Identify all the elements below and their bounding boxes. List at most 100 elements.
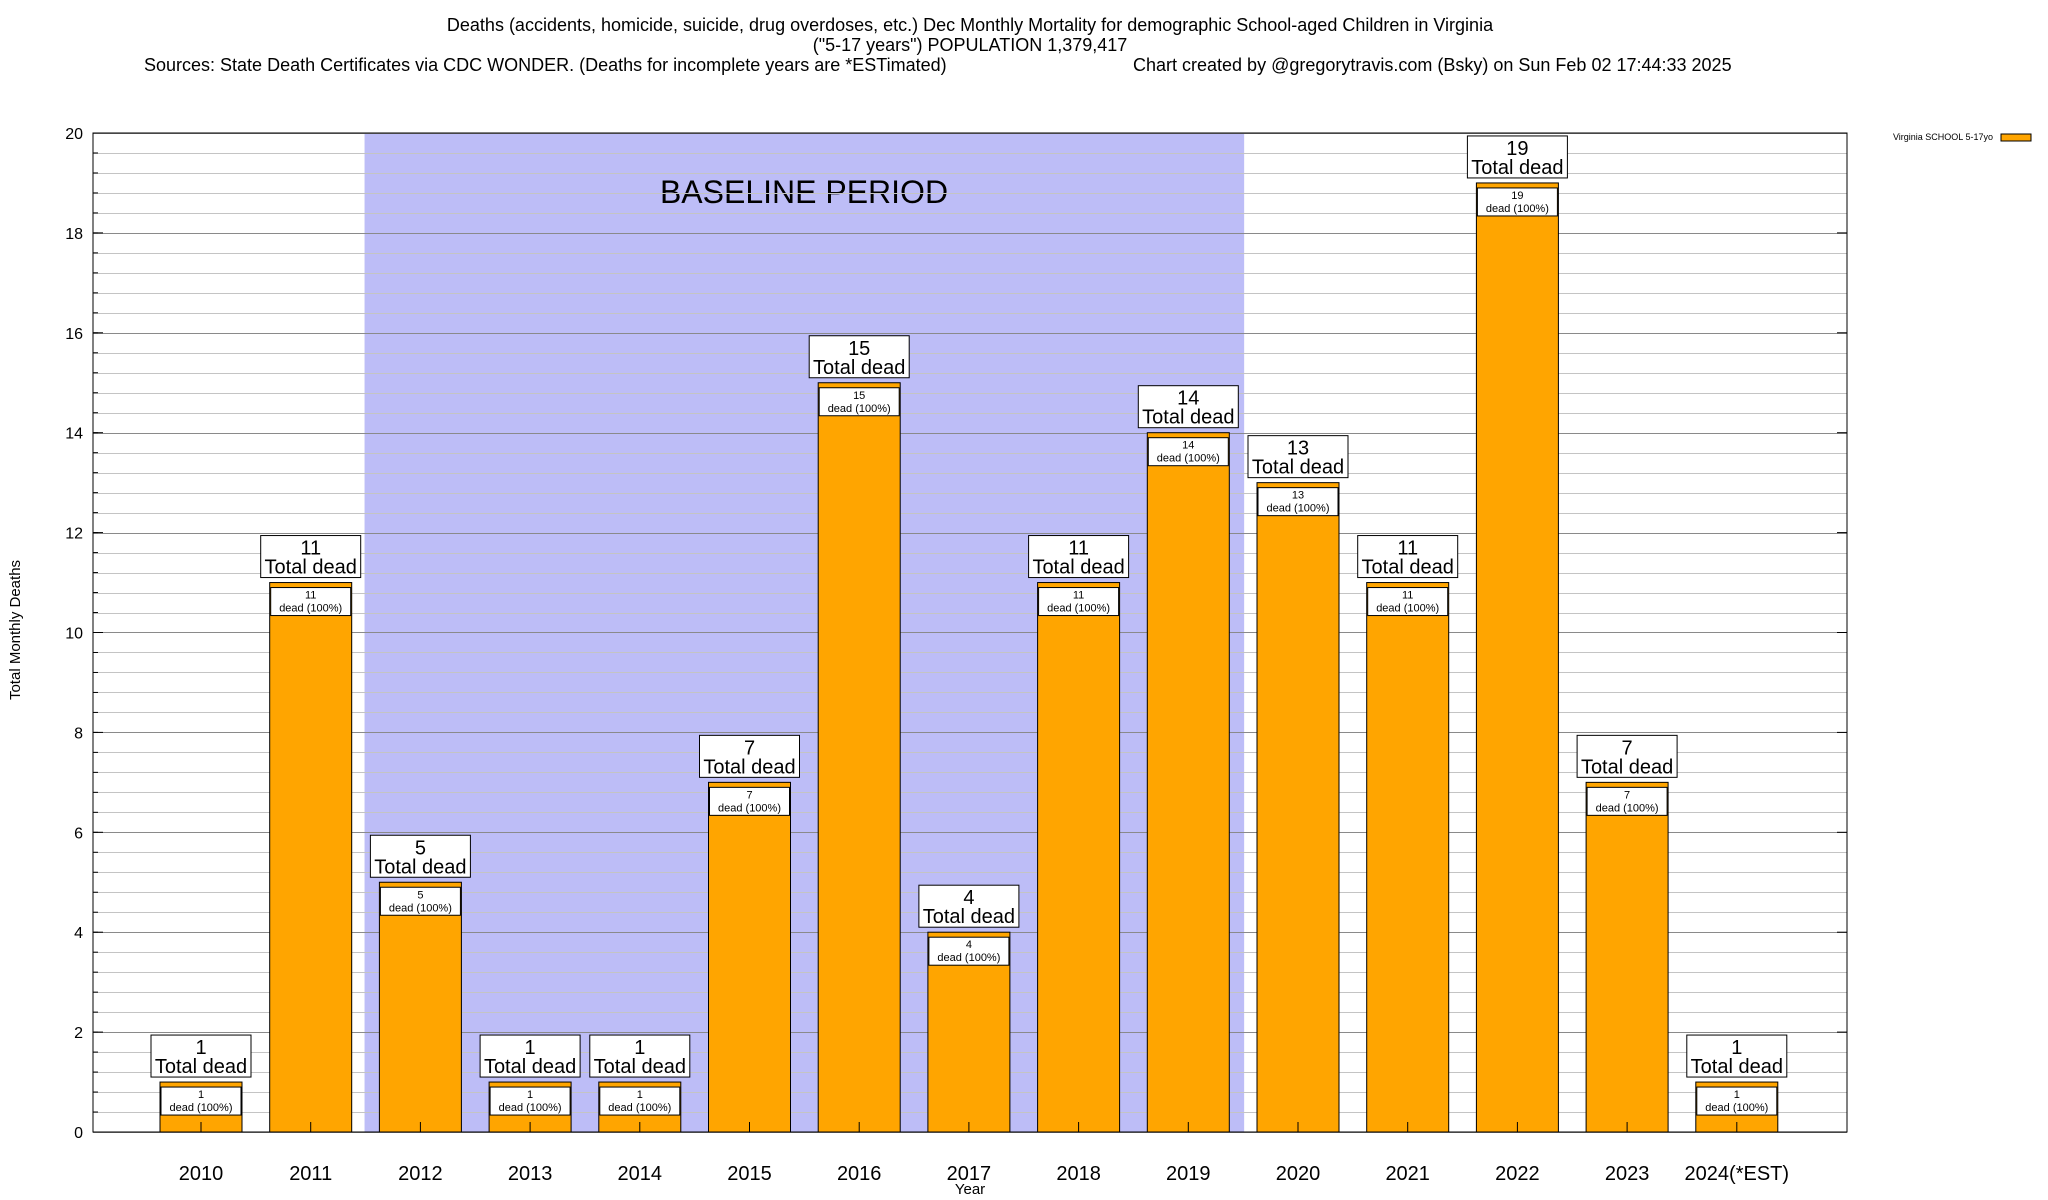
y-tick-label: 12 <box>65 526 83 543</box>
bar-total-value: 4 <box>963 887 974 909</box>
bar-2023 <box>1585 781 1669 1133</box>
x-tick-label: 2015 <box>727 1163 772 1185</box>
bar-total-value: 19 <box>1506 138 1528 160</box>
bar-inner-label: dead (100%) <box>170 1102 233 1114</box>
legend: Virginia SCHOOL 5-17yo <box>1893 132 2032 142</box>
x-tick-label: 2022 <box>1495 1163 1540 1185</box>
bar-inner-label: dead (100%) <box>1596 802 1659 814</box>
bar-inner-value: 14 <box>1182 440 1194 452</box>
y-tick-label: 16 <box>65 326 83 343</box>
bar-inner-label: dead (100%) <box>718 802 781 814</box>
x-tick-label: 2024(*EST) <box>1685 1163 1790 1185</box>
bar-total-label-box <box>260 535 362 579</box>
bar-inner-label: dead (100%) <box>499 1102 562 1114</box>
bar-inner-label-box <box>1257 487 1339 517</box>
bar-inner-value: 1 <box>527 1089 533 1101</box>
y-tick-label: 18 <box>65 226 83 243</box>
y-tick-label: 0 <box>74 1125 83 1142</box>
bar-total-value: 14 <box>1177 388 1199 410</box>
bar-total-label-box <box>699 734 800 778</box>
bar-inner-value: 5 <box>417 889 423 901</box>
y-axis-label: Total Monthly Deaths <box>7 560 24 700</box>
bar-inner-label-box <box>1696 1086 1778 1116</box>
bar-total-label-box <box>1357 535 1459 579</box>
y-tick-label: 2 <box>74 1025 83 1042</box>
bar-inner-label: dead (100%) <box>828 403 891 415</box>
bar-total-label-box <box>1137 385 1239 429</box>
bar-total-value: 11 <box>300 538 321 560</box>
bar-inner-label: dead (100%) <box>1486 203 1549 215</box>
bar-total-label-box <box>1247 435 1349 479</box>
x-tick-label: 2013 <box>508 1163 553 1185</box>
bar-inner-label: dead (100%) <box>1705 1102 1768 1114</box>
bar-total-label: Total dead <box>484 1056 576 1078</box>
bar-inner-value: 1 <box>1734 1089 1740 1101</box>
bar-2022 <box>1475 182 1559 1133</box>
bar-total-label-box <box>1028 535 1130 579</box>
bar-inner-label-box <box>928 936 1010 966</box>
bar-inner-label: dead (100%) <box>389 902 452 914</box>
bar-2018 <box>1037 582 1121 1133</box>
bar-total-label: Total dead <box>1581 756 1673 778</box>
bar-inner-label-box <box>270 587 352 617</box>
y-tick-label: 10 <box>65 626 83 643</box>
bar-total-label-box <box>1466 135 1568 179</box>
bar-total-label: Total dead <box>1032 557 1124 579</box>
y-tick-label: 14 <box>65 426 83 443</box>
bar-inner-value: 7 <box>1624 789 1630 801</box>
bar-inner-label: dead (100%) <box>1157 453 1220 465</box>
x-tick-label: 2011 <box>289 1163 332 1185</box>
bar-total-value: 15 <box>848 338 870 360</box>
bar-inner-label-box <box>160 1086 242 1116</box>
bar-inner-label: dead (100%) <box>1267 503 1330 515</box>
bar-inner-label-box <box>818 387 900 417</box>
bar-total-label-box <box>808 335 910 379</box>
bar-inner-label: dead (100%) <box>279 603 342 615</box>
x-tick-label: 2020 <box>1276 1163 1321 1185</box>
bar-inner-value: 19 <box>1511 190 1523 202</box>
bar-inner-label: dead (100%) <box>1047 603 1110 615</box>
bar-inner-label: dead (100%) <box>608 1102 671 1114</box>
bar-total-value: 7 <box>1622 737 1633 759</box>
bar-inner-label-box <box>599 1086 681 1116</box>
title-line-2: ("5-17 years") POPULATION 1,379,417 <box>813 35 1128 55</box>
x-tick-label: 2012 <box>398 1163 443 1185</box>
bar-2019 <box>1146 432 1230 1133</box>
bar-inner-label-box <box>1038 587 1120 617</box>
x-tick-label: 2023 <box>1605 1163 1650 1185</box>
bar-total-label-box <box>479 1034 581 1078</box>
bar-inner-value: 7 <box>746 789 752 801</box>
bar-total-label-box <box>150 1034 252 1078</box>
bar-total-label-box <box>918 884 1020 928</box>
bar-total-value: 11 <box>1397 538 1418 560</box>
y-tick-label: 20 <box>65 126 83 143</box>
bar-inner-label-box <box>1586 786 1668 816</box>
x-tick-label: 2021 <box>1385 1163 1430 1185</box>
bar-total-label-box <box>1576 734 1678 778</box>
credit-line: Chart created by @gregorytravis.com (Bsk… <box>1133 55 1732 75</box>
bar-inner-value: 11 <box>305 590 316 602</box>
title-line-1: Deaths (accidents, homicide, suicide, dr… <box>447 15 1494 35</box>
legend-label: Virginia SCHOOL 5-17yo <box>1893 132 1993 142</box>
bar-inner-label-box <box>1476 187 1558 217</box>
bar-2016 <box>817 382 901 1133</box>
bar-total-value: 5 <box>415 837 426 859</box>
bar-total-label: Total dead <box>1471 157 1563 179</box>
bar-inner-label-box <box>489 1086 571 1116</box>
bar-inner-label-box <box>1367 587 1449 617</box>
x-tick-label: 2017 <box>947 1163 992 1185</box>
bar-total-value: 1 <box>634 1037 645 1059</box>
bar-total-label-box <box>369 834 471 878</box>
bar-total-label: Total dead <box>1142 407 1234 429</box>
bar-2020 <box>1256 482 1340 1133</box>
chart-title: Deaths (accidents, homicide, suicide, dr… <box>144 15 1732 75</box>
bar-total-label: Total dead <box>1252 457 1344 479</box>
bar-total-label: Total dead <box>1362 557 1454 579</box>
bar-inner-value: 15 <box>853 390 865 402</box>
bar-2011 <box>269 582 353 1133</box>
bar-inner-label-box <box>1147 437 1229 467</box>
bar-total-label: Total dead <box>813 357 905 379</box>
